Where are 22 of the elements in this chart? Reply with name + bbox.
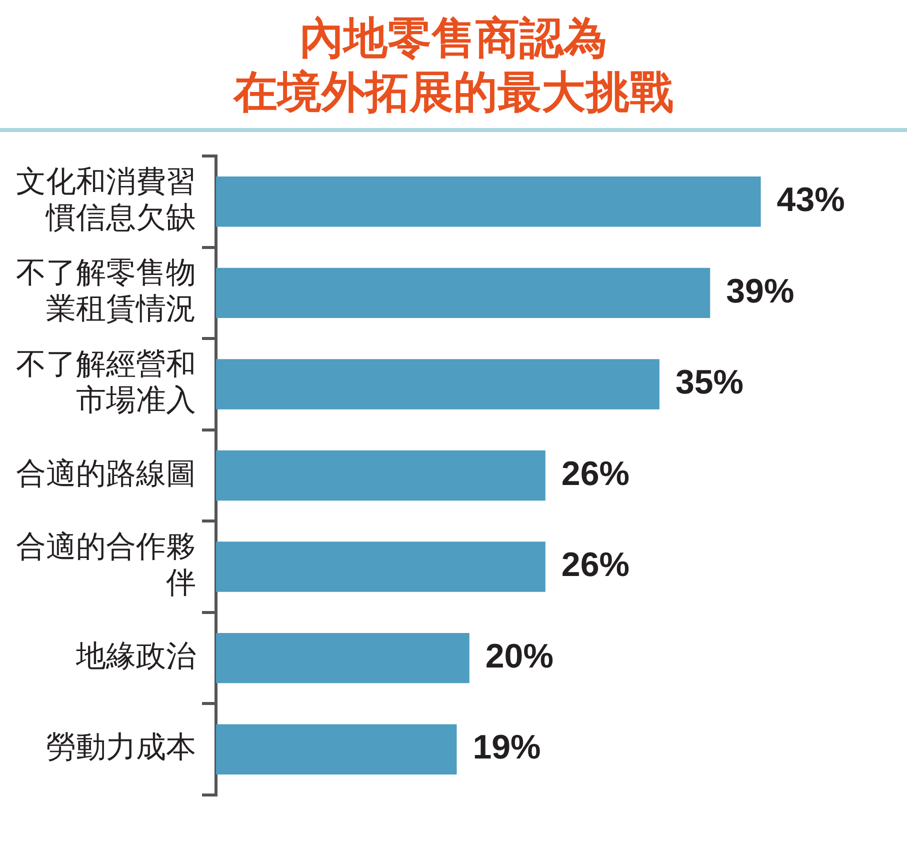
bar <box>216 176 761 227</box>
y-tick-label: 不了解經營和市場准入 <box>16 347 196 418</box>
y-tick-label: 勞動力成本 <box>46 730 196 766</box>
y-tick-label: 地緣政治 <box>75 638 196 674</box>
bar <box>216 724 457 774</box>
bar <box>216 268 710 318</box>
y-tick-label: 合適的路線圖 <box>16 456 196 492</box>
bar <box>216 450 546 501</box>
y-tick-label: 合適的合作夥伴 <box>16 530 196 601</box>
data-label: 35% <box>675 364 744 402</box>
bar <box>216 632 470 684</box>
y-tick-label: 不了解零售物業租賃情況 <box>16 256 196 327</box>
bar <box>216 542 546 592</box>
y-tick-label: 文化和消費習慣信息欠缺 <box>16 164 196 236</box>
chart-title: 內地零售商認為在境外拓展的最大挑戰 <box>232 12 674 120</box>
data-label: 26% <box>561 454 630 493</box>
data-label: 43% <box>776 181 845 220</box>
data-label: 19% <box>472 728 541 767</box>
data-label: 20% <box>485 637 554 676</box>
data-label: 39% <box>726 272 794 310</box>
data-label: 26% <box>561 546 630 584</box>
bar <box>216 359 660 410</box>
